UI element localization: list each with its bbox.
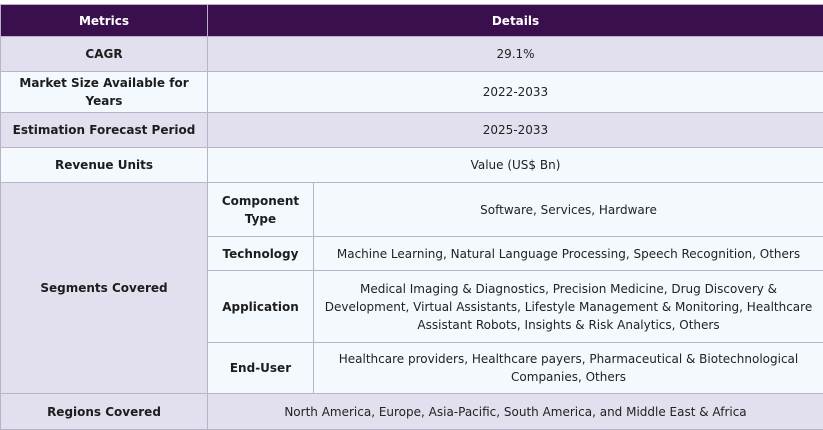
detail-revenue-units: Value (US$ Bn) (208, 148, 823, 183)
detail-market-size-years: 2022-2033 (208, 72, 823, 113)
metric-cagr: CAGR (1, 37, 208, 72)
report-scope-table: Metrics Details CAGR 29.1% Market Size A… (0, 4, 823, 430)
segment-name-application: Application (208, 271, 314, 343)
segment-name-component-type: Component Type (208, 183, 314, 237)
detail-regions-covered: North America, Europe, Asia-Pacific, Sou… (208, 394, 823, 430)
metric-regions-covered: Regions Covered (1, 394, 208, 430)
detail-estimation-period: 2025-2033 (208, 113, 823, 148)
table-row: Revenue Units Value (US$ Bn) (1, 148, 823, 183)
segment-name-end-user: End-User (208, 343, 314, 394)
detail-cagr: 29.1% (208, 37, 823, 72)
table-row: Market Size Available for Years 2022-203… (1, 72, 823, 113)
metric-segments-covered: Segments Covered (1, 183, 208, 394)
header-details: Details (208, 5, 823, 37)
segment-name-technology: Technology (208, 237, 314, 271)
header-metrics: Metrics (1, 5, 208, 37)
table-row: CAGR 29.1% (1, 37, 823, 72)
header-row: Metrics Details (1, 5, 823, 37)
table-row: Estimation Forecast Period 2025-2033 (1, 113, 823, 148)
metric-estimation-period: Estimation Forecast Period (1, 113, 208, 148)
table-row: Segments Covered Component Type Software… (1, 183, 823, 237)
segment-value-end-user: Healthcare providers, Healthcare payers,… (314, 343, 823, 394)
table-row: Regions Covered North America, Europe, A… (1, 394, 823, 430)
metric-revenue-units: Revenue Units (1, 148, 208, 183)
segment-value-application: Medical Imaging & Diagnostics, Precision… (314, 271, 823, 343)
segment-value-technology: Machine Learning, Natural Language Proce… (314, 237, 823, 271)
metric-market-size-years: Market Size Available for Years (1, 72, 208, 113)
segment-value-component-type: Software, Services, Hardware (314, 183, 823, 237)
